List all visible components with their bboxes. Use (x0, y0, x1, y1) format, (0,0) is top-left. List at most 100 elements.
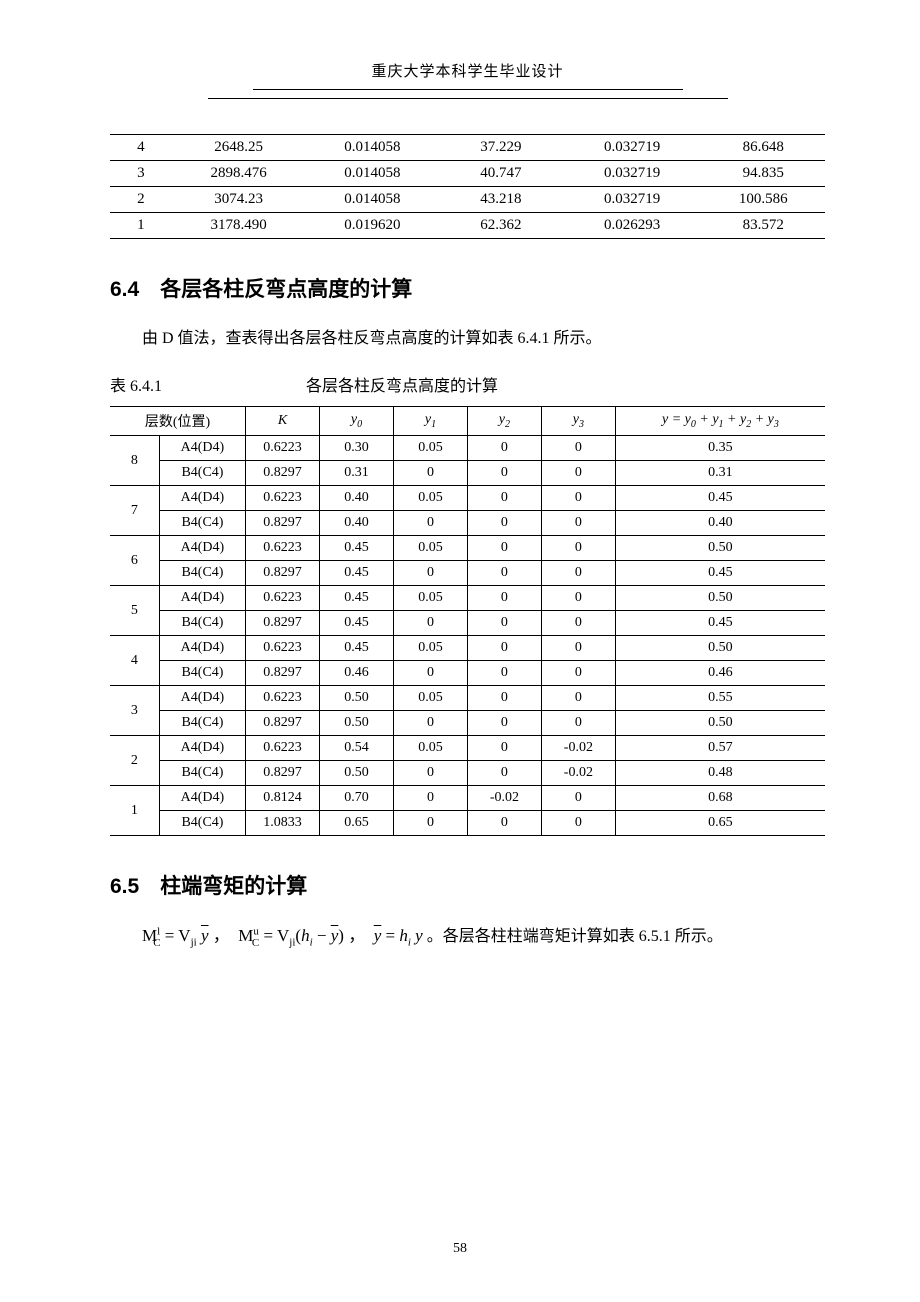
cell: 0.05 (393, 636, 467, 661)
cell: 2 (110, 187, 172, 213)
table-row: B4(C4)1.08330.650000.65 (110, 811, 825, 836)
cell: 83.572 (702, 213, 825, 239)
cell: 0.65 (615, 811, 825, 836)
cell: 2648.25 (172, 135, 306, 161)
cell: 0 (467, 761, 541, 786)
cell: 0 (467, 661, 541, 686)
cell: 0 (541, 486, 615, 511)
table-row: 23074.230.01405843.2180.032719100.586 (110, 187, 825, 213)
cell: 0.8297 (246, 711, 320, 736)
cell: 2898.476 (172, 161, 306, 187)
cell: 0.45 (320, 561, 394, 586)
cell: 3074.23 (172, 187, 306, 213)
th-y0: y0 (320, 407, 394, 436)
cell: 4 (110, 135, 172, 161)
layer-cell: 6 (110, 536, 159, 586)
cell: A4(D4) (159, 536, 245, 561)
cell: 0.8297 (246, 461, 320, 486)
formula-followup: 。各层各柱柱端弯矩计算如表 6.5.1 所示。 (427, 928, 723, 945)
cell: 0 (467, 586, 541, 611)
cell: 0 (393, 786, 467, 811)
table-row: B4(C4)0.82970.500000.50 (110, 711, 825, 736)
cell: 0 (393, 461, 467, 486)
cell: 0.032719 (563, 187, 702, 213)
cell: 0.6223 (246, 586, 320, 611)
cell: 0.31 (320, 461, 394, 486)
layer-cell: 3 (110, 686, 159, 736)
cell: B4(C4) (159, 811, 245, 836)
cell: 0 (541, 611, 615, 636)
table-row: 42648.250.01405837.2290.03271986.648 (110, 135, 825, 161)
section-6-5-title: 6.5 柱端弯矩的计算 (110, 870, 825, 900)
cell: B4(C4) (159, 511, 245, 536)
table-row: B4(C4)0.82970.310000.31 (110, 461, 825, 486)
cell: 40.747 (439, 161, 562, 187)
cell: 0.55 (615, 686, 825, 711)
cell: 0.014058 (305, 187, 439, 213)
cell: 0 (541, 786, 615, 811)
cell: 0.05 (393, 736, 467, 761)
cell: 0.50 (615, 636, 825, 661)
cell: A4(D4) (159, 786, 245, 811)
cell: 0.05 (393, 686, 467, 711)
cell: 0.8297 (246, 511, 320, 536)
cell: 0.014058 (305, 161, 439, 187)
table-row: B4(C4)0.82970.450000.45 (110, 611, 825, 636)
cell: 0 (467, 686, 541, 711)
cell: 0.50 (320, 711, 394, 736)
cell: A4(D4) (159, 686, 245, 711)
cell: 0.6223 (246, 636, 320, 661)
cell: 0.50 (615, 586, 825, 611)
cell: A4(D4) (159, 586, 245, 611)
cell: 62.362 (439, 213, 562, 239)
table-row: 32898.4760.01405840.7470.03271994.835 (110, 161, 825, 187)
cell: 0.30 (320, 436, 394, 461)
cell: 0.45 (615, 611, 825, 636)
table-6-4-1-caption: 表 6.4.1 各层各柱反弯点高度的计算 (110, 372, 825, 396)
table-row: 5A4(D4)0.62230.450.05000.50 (110, 586, 825, 611)
cell: 0.8297 (246, 611, 320, 636)
caption-text: 各层各柱反弯点高度的计算 (306, 378, 498, 395)
formula-mc: MlC = Vji y ， MuC = Vji(hi − y) ， y = hi… (142, 926, 423, 945)
cell: 0.032719 (563, 161, 702, 187)
table-row: 6A4(D4)0.62230.450.05000.50 (110, 536, 825, 561)
cell: 0.6223 (246, 686, 320, 711)
cell: 0.8124 (246, 786, 320, 811)
cell: B4(C4) (159, 561, 245, 586)
cell: 0.45 (320, 636, 394, 661)
th-k: K (246, 407, 320, 436)
cell: 0.45 (320, 536, 394, 561)
cell: 0 (467, 811, 541, 836)
section-6-4-title: 6.4 各层各柱反弯点高度的计算 (110, 273, 825, 303)
cell: 3178.490 (172, 213, 306, 239)
cell: 0.45 (320, 611, 394, 636)
cell: 0.05 (393, 436, 467, 461)
cell: 0 (541, 711, 615, 736)
cell: 0.50 (320, 686, 394, 711)
cell: A4(D4) (159, 636, 245, 661)
caption-number: 表 6.4.1 (110, 378, 162, 395)
cell: 0.46 (320, 661, 394, 686)
section-6-5-formula-line: MlC = Vji y ， MuC = Vji(hi − y) ， y = hi… (110, 922, 825, 952)
cell: 0.6223 (246, 486, 320, 511)
cell: 0 (393, 561, 467, 586)
table-row: 4A4(D4)0.62230.450.05000.50 (110, 636, 825, 661)
layer-cell: 1 (110, 786, 159, 836)
cell: 0 (541, 686, 615, 711)
table-row: B4(C4)0.82970.450000.45 (110, 561, 825, 586)
cell: 0.68 (615, 786, 825, 811)
cell: 0 (467, 461, 541, 486)
cell: 0 (541, 461, 615, 486)
header-rule-1 (253, 89, 683, 90)
cell: 0.40 (615, 511, 825, 536)
cell: 3 (110, 161, 172, 187)
cell: 0.54 (320, 736, 394, 761)
cell: 0 (393, 611, 467, 636)
cell: B4(C4) (159, 461, 245, 486)
th-y3: y3 (541, 407, 615, 436)
th-y2: y2 (467, 407, 541, 436)
cell: 0 (467, 511, 541, 536)
cell: 0 (467, 611, 541, 636)
cell: 0.6223 (246, 736, 320, 761)
cell: 0.46 (615, 661, 825, 686)
